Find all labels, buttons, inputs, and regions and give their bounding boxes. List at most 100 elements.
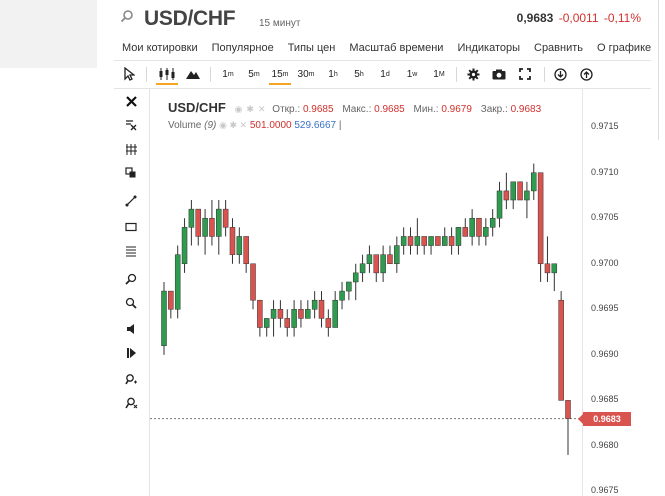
candle-body	[168, 290, 174, 310]
cursor-icon[interactable]	[122, 65, 136, 83]
price-tick-label: 0.9680	[591, 439, 619, 450]
price-tick-label: 0.9690	[591, 348, 619, 359]
candle-body	[476, 217, 482, 237]
lock-icon[interactable]	[122, 394, 140, 412]
ohlc-legend: USD/CHF ◉ ✱ ✕ Откр.: 0.9685 Макс.: 0.9685 …	[168, 100, 547, 115]
mountain-chart-icon[interactable]	[184, 65, 202, 83]
candlestick-type-icon[interactable]	[156, 65, 178, 85]
candle-body	[517, 181, 523, 201]
candle-body	[209, 217, 215, 237]
candle-body	[565, 400, 571, 419]
candle	[311, 291, 318, 319]
copy-icon[interactable]	[122, 164, 140, 182]
candle-body	[510, 181, 516, 201]
toolbar-divider	[210, 67, 211, 82]
candle	[250, 263, 256, 310]
eye-icon[interactable]: ◉	[234, 104, 243, 114]
candle	[414, 218, 421, 255]
candle-body	[441, 236, 448, 246]
candle	[216, 200, 222, 255]
timeframe-30m[interactable]: 30 m	[295, 65, 317, 83]
candle-body	[524, 190, 530, 201]
gear-icon[interactable]	[465, 65, 481, 83]
fibonacci-icon[interactable]	[122, 242, 140, 260]
left-panel-header	[0, 0, 97, 68]
candlestick-plot[interactable]	[150, 88, 651, 496]
download-icon[interactable]	[552, 65, 568, 83]
eye-icon[interactable]: ◉ ✱ ✕	[219, 120, 248, 130]
price-tick-label: 0.9705	[591, 212, 619, 223]
candle	[277, 300, 284, 328]
price-change: -0,0011	[558, 11, 599, 25]
zoom-out-icon[interactable]	[122, 294, 140, 312]
candle-body	[195, 208, 201, 237]
menu-about-chart[interactable]: О графике	[597, 42, 652, 54]
candle-body	[448, 236, 455, 246]
timeframe-15m[interactable]: 15 m	[269, 65, 291, 85]
volume-icon[interactable]	[122, 320, 140, 338]
tf-value: 30	[297, 68, 309, 80]
candle	[257, 299, 263, 337]
candle	[551, 263, 558, 292]
open-label: Откр.:	[272, 104, 301, 115]
candle-body	[318, 299, 325, 319]
search-icon[interactable]	[120, 9, 134, 28]
legend-symbol: USD/CHF	[168, 100, 226, 115]
tf-unit: w	[412, 70, 418, 78]
candle-body	[531, 172, 537, 192]
play-icon[interactable]	[122, 344, 140, 362]
tf-value: 1	[380, 68, 386, 80]
candle-body	[421, 236, 427, 246]
settings-icon[interactable]: ✱	[246, 104, 254, 114]
symbol-title: USD/CHF	[144, 7, 236, 30]
tf-unit: h	[333, 70, 338, 78]
toolbar-divider	[146, 67, 147, 82]
candle-body	[291, 309, 297, 328]
magnet-icon[interactable]	[122, 370, 140, 388]
tf-value: 1	[433, 68, 439, 80]
cursor-cross-icon[interactable]	[122, 116, 140, 134]
last-price: 0,9683	[516, 11, 554, 25]
timeframe-label: 15 минут	[259, 18, 301, 29]
trend-line-icon[interactable]	[122, 192, 140, 210]
menu-my-quotes[interactable]: Мои котировки	[122, 42, 198, 54]
upload-icon[interactable]	[578, 65, 594, 83]
chart-widget: USD/CHF 15 минут 0,9683 -0,0011 -0,11% М…	[114, 0, 651, 496]
fullscreen-icon[interactable]	[517, 65, 533, 83]
candle-body	[236, 236, 243, 255]
zoom-in-icon[interactable]	[122, 270, 140, 288]
candle	[407, 227, 414, 255]
menu-price-types[interactable]: Типы цен	[287, 42, 336, 54]
rectangle-icon[interactable]	[122, 218, 140, 236]
candle	[346, 281, 352, 301]
crosshair-icon[interactable]	[122, 140, 140, 158]
camera-icon[interactable]	[491, 65, 507, 83]
menu-popular[interactable]: Популярное	[211, 42, 274, 54]
high-value: 0.9685	[374, 104, 405, 115]
candle-body	[551, 263, 558, 274]
candle	[188, 200, 195, 246]
candle-body	[503, 190, 510, 201]
price-tick-label: 0.9675	[591, 485, 619, 496]
menu-time-scale[interactable]: Масштаб времени	[349, 42, 444, 54]
candle-body	[380, 254, 386, 274]
candle-body	[202, 217, 208, 237]
menu-compare[interactable]: Сравнить	[534, 42, 584, 54]
close-icon[interactable]: ✕	[257, 104, 266, 114]
menu-indicators[interactable]: Индикаторы	[457, 42, 520, 54]
chart-area[interactable]: 0.9715 0.9710 0.9705 0.9700 0.9695 0.9690 0.96…	[150, 88, 651, 496]
candle	[270, 300, 277, 337]
quote-header: USD/CHF 15 минут 0,9683 -0,0011 -0,11%	[114, 0, 651, 38]
candle-body	[161, 290, 167, 346]
candle	[332, 291, 338, 328]
close-icon[interactable]	[122, 92, 140, 110]
volume-legend: Volume (9) ◉ ✱ ✕ 501.0000 529.6667 |	[168, 120, 341, 131]
candle-body	[284, 318, 291, 328]
